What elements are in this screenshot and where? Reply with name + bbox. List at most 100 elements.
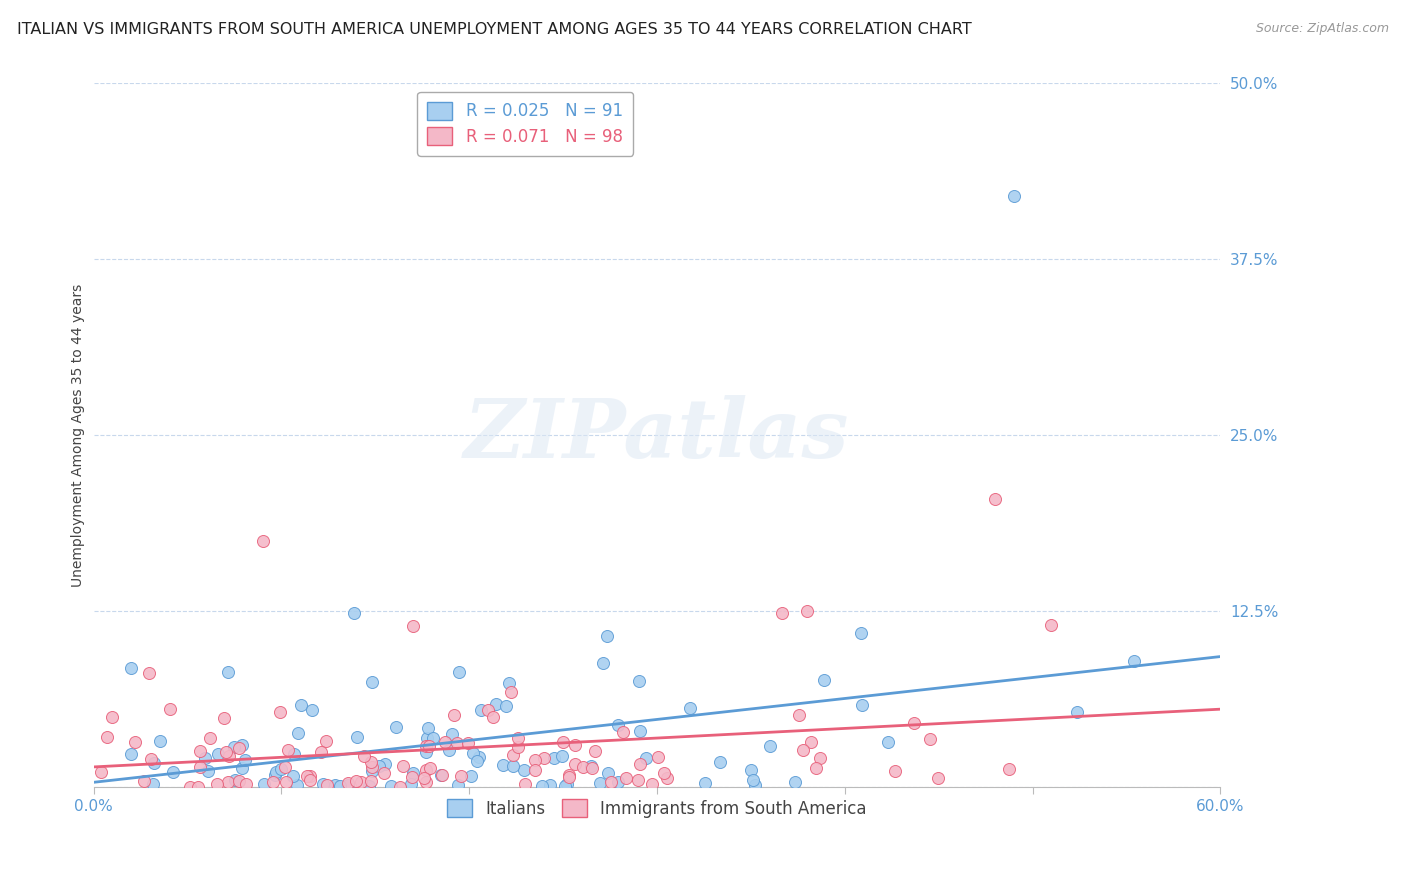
Point — [149, 733, 172, 747]
Point — [600, 774, 623, 789]
Point — [276, 774, 298, 789]
Point — [90, 765, 112, 780]
Point — [373, 766, 395, 780]
Point — [627, 673, 650, 688]
Point — [222, 739, 245, 754]
Point — [502, 758, 524, 772]
Point — [415, 739, 437, 753]
Point — [231, 739, 253, 753]
Point — [551, 735, 574, 749]
Point — [218, 749, 240, 764]
Point — [198, 731, 221, 746]
Point — [233, 753, 256, 767]
Point — [810, 751, 832, 765]
Point — [538, 778, 561, 792]
Text: ZIPatlas: ZIPatlas — [464, 395, 849, 475]
Point — [492, 757, 515, 772]
Point — [465, 754, 488, 768]
Point — [612, 724, 634, 739]
Point — [551, 748, 574, 763]
Point — [533, 751, 555, 765]
Point — [1066, 706, 1088, 720]
Point — [634, 751, 657, 765]
Point — [592, 656, 614, 670]
Point — [606, 775, 628, 789]
Point — [217, 665, 239, 680]
Point — [564, 756, 586, 771]
Point — [274, 759, 297, 773]
Point — [641, 776, 664, 790]
Point — [647, 750, 669, 764]
Point — [262, 775, 284, 789]
Point — [785, 774, 807, 789]
Point — [415, 745, 437, 759]
Point — [374, 756, 396, 771]
Point — [564, 738, 586, 752]
Point — [388, 780, 411, 794]
Point — [1123, 654, 1146, 668]
Point — [361, 764, 384, 779]
Point — [299, 773, 322, 788]
Point — [402, 766, 425, 780]
Point — [187, 780, 209, 794]
Point — [554, 779, 576, 793]
Point — [120, 660, 142, 674]
Point — [630, 724, 652, 739]
Point — [412, 771, 434, 785]
Point — [380, 779, 402, 793]
Point — [283, 747, 305, 761]
Point — [461, 746, 484, 760]
Point — [792, 743, 814, 757]
Point — [447, 778, 470, 792]
Point — [343, 607, 366, 621]
Point — [614, 772, 637, 786]
Point — [422, 731, 444, 745]
Point — [162, 765, 184, 780]
Point — [654, 766, 676, 780]
Point — [277, 743, 299, 757]
Point — [740, 764, 762, 778]
Point — [759, 739, 782, 754]
Point — [401, 770, 423, 784]
Point — [336, 776, 359, 790]
Point — [596, 629, 619, 643]
Point — [197, 764, 219, 779]
Text: Source: ZipAtlas.com: Source: ZipAtlas.com — [1256, 22, 1389, 36]
Point — [315, 734, 337, 748]
Point — [920, 731, 942, 746]
Point — [212, 711, 235, 725]
Point — [984, 491, 1007, 506]
Point — [508, 740, 530, 755]
Point — [419, 761, 441, 775]
Point — [415, 763, 437, 777]
Point — [96, 731, 118, 745]
Point — [531, 780, 554, 794]
Point — [290, 698, 312, 713]
Point — [360, 755, 382, 769]
Point — [589, 776, 612, 790]
Point — [281, 769, 304, 783]
Point — [416, 731, 439, 746]
Point — [385, 720, 408, 734]
Point — [228, 774, 250, 789]
Point — [804, 761, 827, 775]
Point — [770, 606, 793, 620]
Point — [297, 769, 319, 783]
Point — [323, 778, 346, 792]
Point — [512, 764, 534, 778]
Point — [301, 703, 323, 717]
Point — [316, 778, 339, 792]
Point — [336, 778, 359, 792]
Point — [481, 710, 503, 724]
Point — [678, 701, 700, 715]
Point — [447, 665, 470, 679]
Point — [709, 755, 731, 769]
Point — [269, 705, 291, 719]
Point — [143, 756, 166, 770]
Point — [477, 703, 499, 717]
Point — [607, 717, 630, 731]
Point — [228, 741, 250, 756]
Point — [287, 726, 309, 740]
Point — [433, 734, 456, 748]
Point — [142, 777, 165, 791]
